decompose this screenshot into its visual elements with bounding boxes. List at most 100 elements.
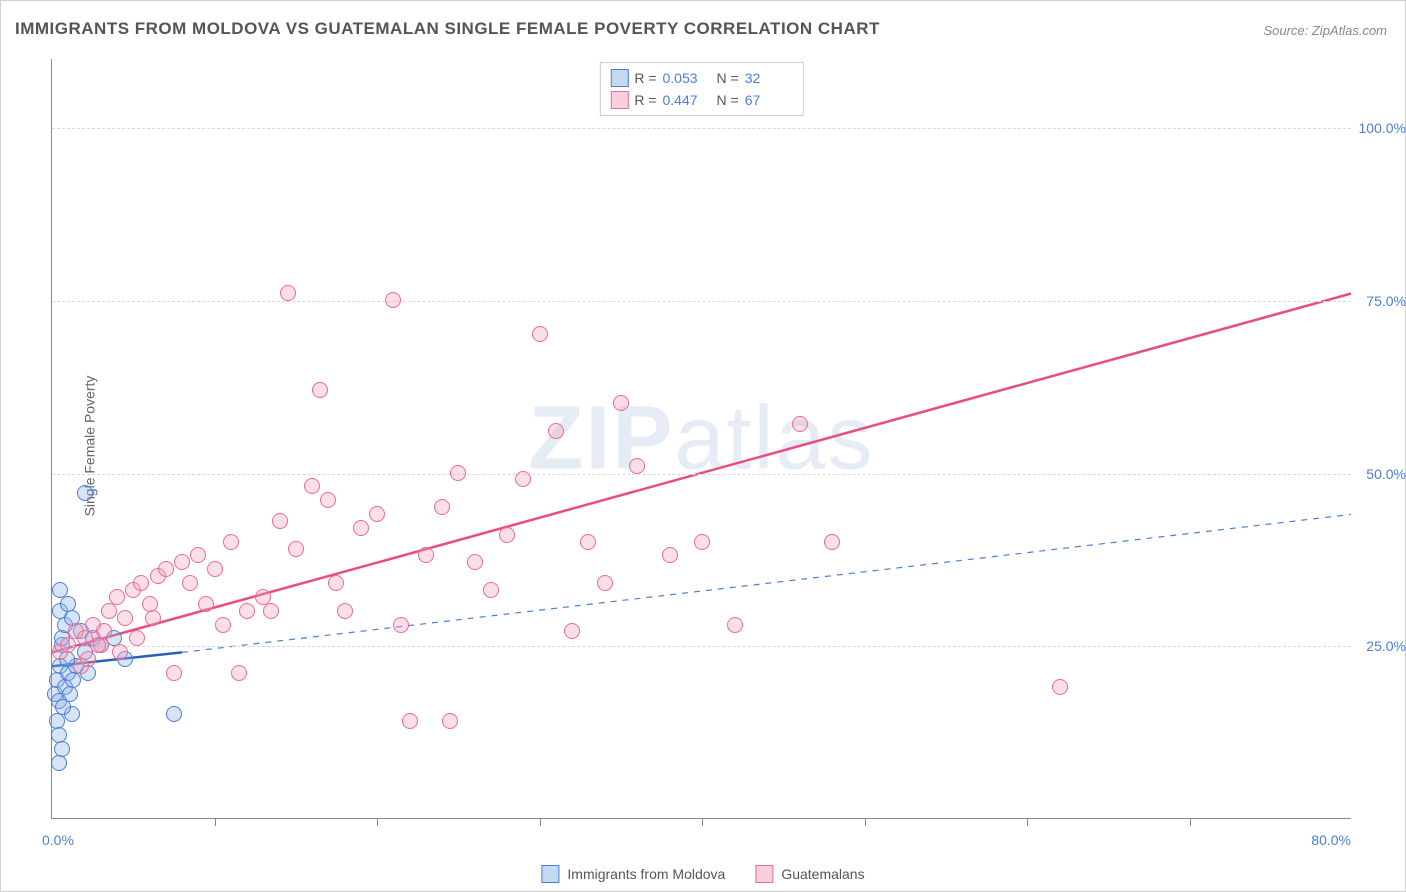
n-value-1: 32: [745, 70, 793, 86]
scatter-point: [532, 326, 548, 342]
r-label: R =: [634, 70, 656, 86]
x-tick: [865, 818, 866, 826]
legend-item-guatemalans: Guatemalans: [755, 865, 864, 883]
scatter-point: [450, 465, 466, 481]
y-tick-label: 100.0%: [1359, 120, 1406, 136]
scatter-point: [109, 589, 125, 605]
scatter-point: [174, 554, 190, 570]
n-label: N =: [717, 70, 739, 86]
legend-swatch-moldova: [610, 69, 628, 87]
scatter-point: [190, 547, 206, 563]
scatter-point: [337, 603, 353, 619]
scatter-point: [792, 416, 808, 432]
y-tick-label: 75.0%: [1366, 293, 1406, 309]
scatter-point: [77, 485, 93, 501]
scatter-point: [1052, 679, 1068, 695]
x-label-min: 0.0%: [42, 832, 74, 848]
x-tick: [1190, 818, 1191, 826]
x-tick: [1027, 818, 1028, 826]
scatter-point: [166, 665, 182, 681]
r-label: R =: [634, 92, 656, 108]
scatter-point: [499, 527, 515, 543]
scatter-point: [288, 541, 304, 557]
scatter-point: [328, 575, 344, 591]
scatter-point: [304, 478, 320, 494]
scatter-point: [215, 617, 231, 633]
gridline-h: [52, 474, 1351, 475]
legend-label-guatemalans: Guatemalans: [781, 866, 864, 882]
legend-label-moldova: Immigrants from Moldova: [567, 866, 725, 882]
stats-row-2: R = 0.447 N = 67: [610, 89, 792, 111]
scatter-point: [55, 699, 71, 715]
scatter-point: [198, 596, 214, 612]
scatter-point: [442, 713, 458, 729]
scatter-point: [580, 534, 596, 550]
scatter-point: [393, 617, 409, 633]
n-label: N =: [717, 92, 739, 108]
trend-lines: [52, 59, 1351, 818]
scatter-point: [166, 706, 182, 722]
scatter-point: [239, 603, 255, 619]
legend-swatch-moldova: [541, 865, 559, 883]
plot-area: ZIPatlas R = 0.053 N = 32 R = 0.447 N = …: [51, 59, 1351, 819]
x-tick: [215, 818, 216, 826]
scatter-point: [597, 575, 613, 591]
scatter-point: [369, 506, 385, 522]
x-tick: [540, 818, 541, 826]
n-value-2: 67: [745, 92, 793, 108]
scatter-point: [51, 755, 67, 771]
scatter-point: [117, 610, 133, 626]
watermark: ZIPatlas: [528, 387, 874, 490]
scatter-point: [207, 561, 223, 577]
gridline-h: [52, 128, 1351, 129]
x-label-max: 80.0%: [1311, 832, 1351, 848]
y-tick-label: 25.0%: [1366, 638, 1406, 654]
gridline-h: [52, 646, 1351, 647]
scatter-point: [129, 630, 145, 646]
gridline-h: [52, 301, 1351, 302]
scatter-point: [158, 561, 174, 577]
legend-swatch-guatemalans: [755, 865, 773, 883]
y-tick-label: 50.0%: [1366, 466, 1406, 482]
scatter-point: [272, 513, 288, 529]
scatter-point: [402, 713, 418, 729]
scatter-point: [231, 665, 247, 681]
scatter-point: [662, 547, 678, 563]
scatter-point: [483, 582, 499, 598]
scatter-point: [353, 520, 369, 536]
scatter-point: [515, 471, 531, 487]
stats-legend: R = 0.053 N = 32 R = 0.447 N = 67: [599, 62, 803, 116]
chart-container: IMMIGRANTS FROM MOLDOVA VS GUATEMALAN SI…: [0, 0, 1406, 892]
scatter-point: [133, 575, 149, 591]
scatter-point: [312, 382, 328, 398]
scatter-point: [629, 458, 645, 474]
stats-row-1: R = 0.053 N = 32: [610, 67, 792, 89]
scatter-point: [145, 610, 161, 626]
scatter-point: [101, 603, 117, 619]
scatter-point: [467, 554, 483, 570]
legend-swatch-guatemalans: [610, 91, 628, 109]
scatter-point: [112, 644, 128, 660]
scatter-point: [182, 575, 198, 591]
scatter-point: [434, 499, 450, 515]
scatter-point: [90, 637, 106, 653]
legend-item-moldova: Immigrants from Moldova: [541, 865, 725, 883]
scatter-point: [385, 292, 401, 308]
x-tick: [702, 818, 703, 826]
scatter-point: [564, 623, 580, 639]
scatter-point: [694, 534, 710, 550]
scatter-point: [418, 547, 434, 563]
bottom-legend: Immigrants from Moldova Guatemalans: [541, 865, 864, 883]
scatter-point: [263, 603, 279, 619]
source-label: Source: ZipAtlas.com: [1263, 23, 1387, 38]
scatter-point: [727, 617, 743, 633]
scatter-point: [320, 492, 336, 508]
scatter-point: [548, 423, 564, 439]
scatter-point: [824, 534, 840, 550]
scatter-point: [54, 741, 70, 757]
scatter-point: [52, 582, 68, 598]
scatter-point: [280, 285, 296, 301]
r-value-2: 0.447: [663, 92, 711, 108]
scatter-point: [60, 637, 76, 653]
r-value-1: 0.053: [663, 70, 711, 86]
